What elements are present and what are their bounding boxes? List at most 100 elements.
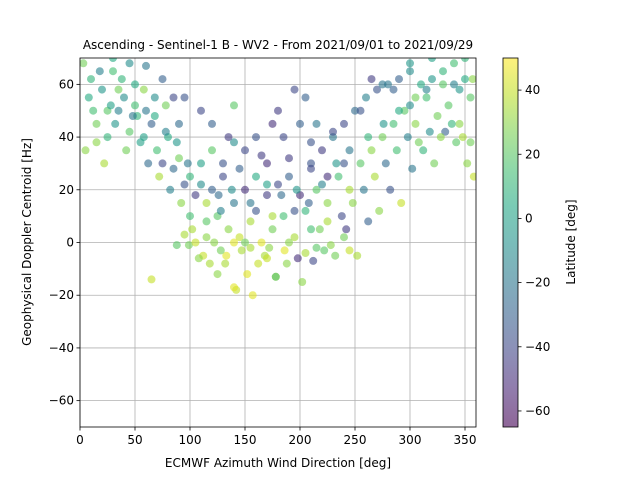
data-point	[411, 119, 420, 128]
data-point	[425, 127, 434, 136]
data-point	[290, 85, 299, 94]
data-point	[202, 233, 211, 242]
data-point	[422, 85, 431, 94]
data-point	[389, 119, 398, 128]
data-point	[268, 212, 277, 221]
data-point	[436, 133, 445, 142]
y-tick-label: 0	[66, 236, 74, 250]
data-point	[268, 225, 277, 234]
data-point	[428, 58, 436, 62]
data-point	[381, 159, 390, 168]
data-point	[106, 101, 115, 110]
data-point	[422, 93, 431, 102]
data-point	[384, 80, 392, 89]
data-point	[252, 133, 260, 142]
x-tick-label: 0	[76, 433, 84, 447]
data-point	[109, 58, 117, 62]
data-point	[362, 93, 370, 102]
data-point	[419, 146, 428, 155]
colorbar-label: Latitude [deg]	[564, 199, 578, 284]
data-point	[257, 151, 266, 160]
data-point	[142, 106, 150, 115]
data-point	[122, 146, 131, 155]
data-point	[265, 243, 274, 252]
data-point	[252, 172, 260, 181]
data-point	[125, 59, 134, 68]
data-point	[458, 133, 467, 142]
data-point	[461, 58, 469, 62]
data-point	[351, 106, 359, 115]
data-point	[95, 67, 104, 76]
data-point	[285, 238, 293, 247]
data-point	[230, 101, 238, 110]
data-point	[307, 138, 315, 147]
data-point	[337, 212, 346, 221]
y-tick-label: 60	[59, 77, 74, 91]
data-point	[455, 119, 464, 128]
data-point	[379, 119, 388, 128]
data-point	[92, 138, 101, 147]
data-point	[271, 272, 280, 281]
data-point	[175, 119, 183, 128]
chart-title: Ascending - Sentinel-1 B - WV2 - From 20…	[83, 38, 473, 52]
data-point	[147, 275, 156, 284]
data-point	[430, 159, 439, 168]
data-point	[180, 93, 189, 102]
data-point	[230, 238, 238, 247]
data-point	[408, 164, 417, 173]
y-tick-label: 40	[59, 130, 74, 144]
data-point	[263, 159, 271, 168]
y-tick-label: 20	[59, 183, 74, 197]
colorbar-tick-label: 40	[525, 83, 540, 97]
y-axis-ticks: −60 −40 −20 0 20 40 60	[49, 77, 80, 408]
data-point	[386, 185, 395, 194]
data-point	[180, 230, 189, 239]
data-point	[320, 246, 329, 255]
y-axis-label: Geophysical Doppler Centroid [Hz]	[20, 138, 34, 346]
data-point	[345, 246, 354, 255]
data-point	[348, 199, 357, 207]
data-point	[466, 93, 475, 102]
data-point	[241, 238, 249, 247]
data-point	[378, 80, 387, 89]
data-point	[131, 101, 139, 110]
data-point	[392, 146, 401, 155]
data-point	[197, 106, 205, 115]
data-point	[356, 106, 365, 115]
data-point	[252, 206, 260, 215]
data-point	[309, 256, 318, 265]
data-point	[150, 112, 159, 120]
data-point	[208, 119, 216, 128]
colorbar	[502, 57, 519, 428]
data-point	[312, 119, 321, 128]
data-point	[103, 133, 112, 142]
data-point	[395, 75, 403, 84]
data-point	[274, 106, 282, 115]
data-point	[277, 191, 286, 200]
data-point	[197, 180, 205, 189]
data-point	[450, 59, 458, 68]
data-point	[235, 233, 244, 242]
data-point	[395, 106, 403, 115]
data-point	[455, 85, 464, 94]
data-point	[307, 225, 315, 234]
data-point	[290, 206, 299, 215]
data-point	[312, 243, 321, 252]
data-point	[461, 75, 469, 84]
data-point	[353, 251, 362, 260]
data-point	[329, 127, 337, 136]
data-point	[114, 106, 123, 115]
data-point	[280, 246, 289, 255]
data-point	[169, 93, 178, 102]
data-point	[463, 159, 472, 168]
data-point	[114, 85, 123, 94]
data-point	[403, 133, 412, 142]
data-point	[224, 225, 233, 234]
data-point	[293, 254, 302, 263]
data-point	[439, 67, 447, 76]
y-tick-label: −20	[49, 288, 74, 302]
data-point	[279, 212, 288, 221]
data-point	[120, 93, 128, 102]
data-point	[158, 75, 167, 84]
